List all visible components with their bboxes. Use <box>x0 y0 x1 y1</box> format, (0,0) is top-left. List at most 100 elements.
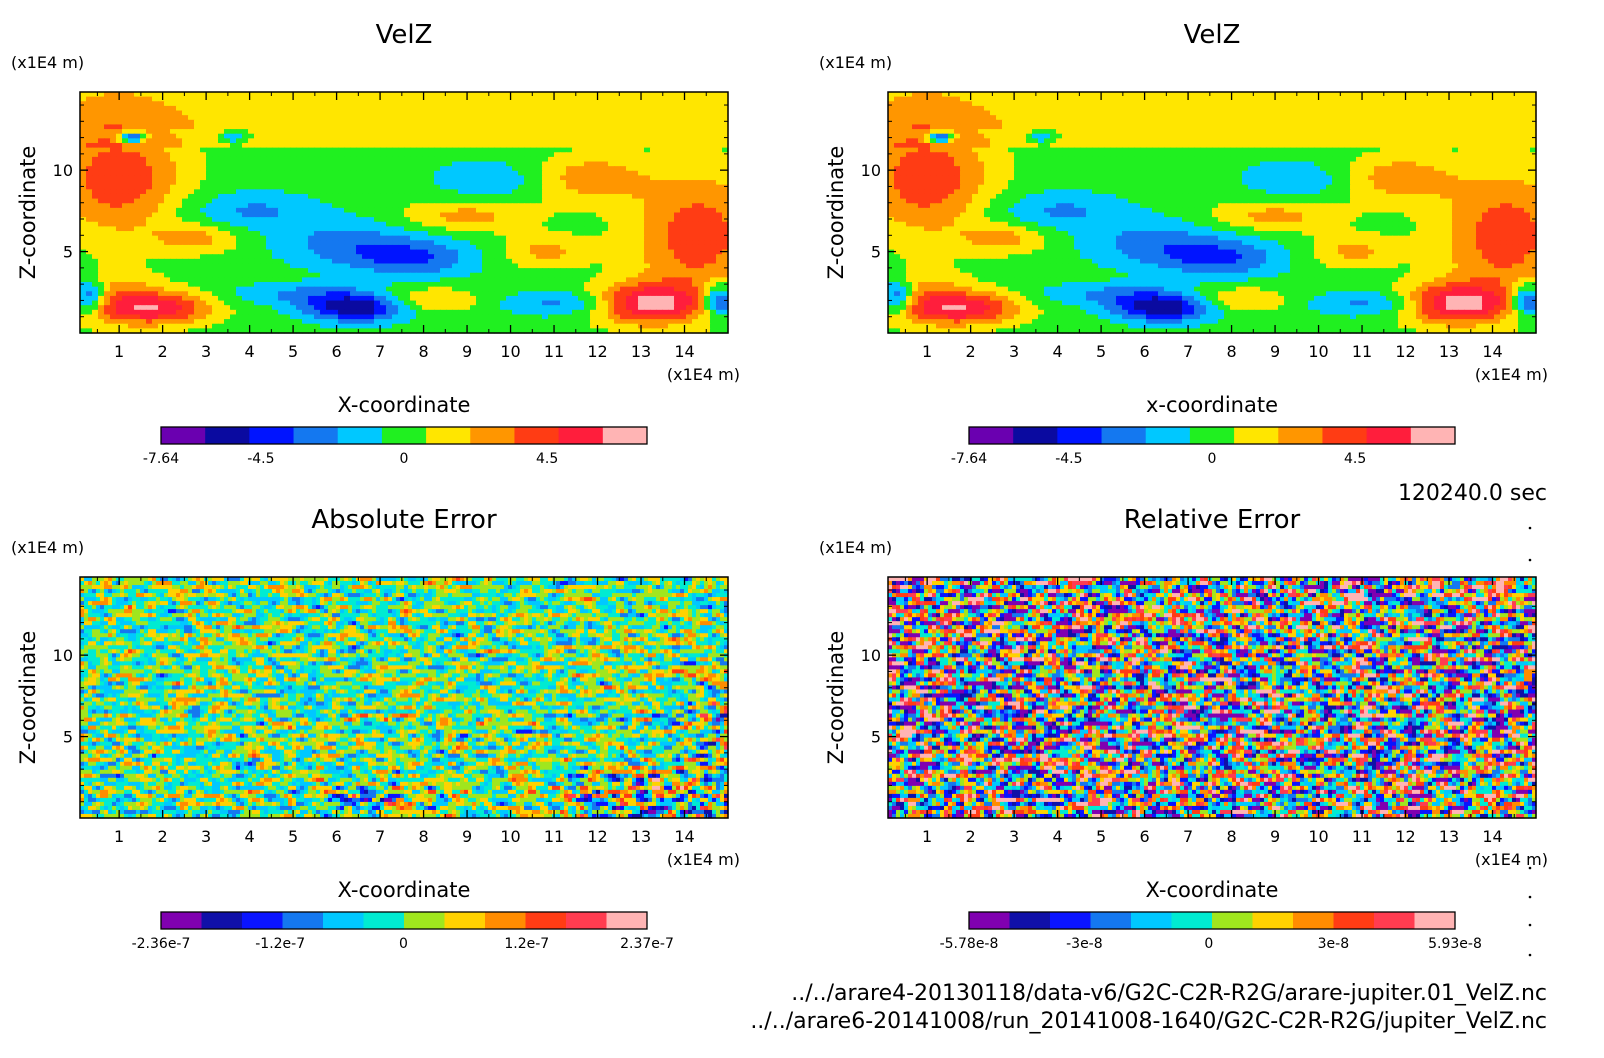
heatmap-cell <box>614 300 621 306</box>
heatmap-cell <box>698 156 705 163</box>
heatmap-cell <box>380 300 387 306</box>
heatmap-cell <box>374 166 381 172</box>
heatmap-cell <box>272 189 279 195</box>
heatmap-cell <box>176 96 183 102</box>
heatmap-cell <box>158 138 165 144</box>
heatmap-cell <box>374 272 381 278</box>
heatmap-cell <box>632 175 639 181</box>
heatmap-cell <box>656 152 663 158</box>
heatmap-cell <box>260 166 267 172</box>
heatmap-cell <box>692 170 699 177</box>
heatmap-cell <box>314 101 321 107</box>
heatmap-cell <box>326 133 333 139</box>
heatmap-cell <box>656 221 663 227</box>
heatmap-cell <box>554 258 561 265</box>
heatmap-cell <box>578 189 585 195</box>
heatmap-cell <box>212 203 219 209</box>
heatmap-cell <box>524 212 531 218</box>
heatmap-cell <box>110 119 117 126</box>
heatmap-cell <box>158 295 165 302</box>
heatmap-cell <box>116 180 123 186</box>
heatmap-cell <box>452 207 459 214</box>
heatmap-cell <box>650 203 657 209</box>
heatmap-cell <box>470 115 477 121</box>
heatmap-cell <box>134 124 141 130</box>
heatmap-cell <box>392 193 399 200</box>
heatmap-cell <box>260 295 267 302</box>
heatmap-cell <box>326 240 333 246</box>
heatmap-cell <box>362 147 369 153</box>
heatmap-cell <box>428 156 435 163</box>
heatmap-cell <box>626 138 633 144</box>
heatmap-cell <box>704 180 711 186</box>
heatmap-cell <box>716 286 723 292</box>
heatmap-cell <box>686 277 693 283</box>
heatmap-cell <box>158 272 165 278</box>
heatmap-cell <box>338 212 345 218</box>
heatmap-cell <box>452 254 459 260</box>
heatmap-cell <box>152 115 159 121</box>
heatmap-cell <box>326 286 333 292</box>
heatmap-cell <box>578 207 585 214</box>
heatmap-cell <box>542 110 549 116</box>
heatmap-cell <box>338 235 345 241</box>
heatmap-cell <box>410 240 417 246</box>
heatmap-cell <box>212 124 219 130</box>
heatmap-cell <box>104 198 111 204</box>
heatmap-cell <box>518 133 525 139</box>
heatmap-cell <box>626 189 633 195</box>
heatmap-cell <box>356 258 363 265</box>
heatmap-cell <box>278 180 285 186</box>
heatmap-cell <box>320 96 327 102</box>
heatmap-cell <box>332 240 339 246</box>
heatmap-cell <box>494 226 501 232</box>
heatmap-cell <box>584 101 591 107</box>
heatmap-cell <box>698 244 705 251</box>
heatmap-cell <box>710 152 717 158</box>
heatmap-cell <box>590 170 597 177</box>
heatmap-cell <box>548 92 555 98</box>
heatmap-cell <box>224 129 231 135</box>
heatmap-cell <box>506 231 513 237</box>
heatmap-cell <box>500 221 507 227</box>
heatmap-cell <box>140 180 147 186</box>
heatmap-cell <box>434 240 441 246</box>
heatmap-cell <box>668 129 675 135</box>
heatmap-cell <box>416 249 423 255</box>
heatmap-cell <box>266 268 273 274</box>
heatmap-cell <box>98 101 105 107</box>
heatmap-cell <box>458 133 465 139</box>
heatmap-cell <box>692 110 699 116</box>
heatmap-cell <box>170 170 177 177</box>
heatmap-cell <box>722 231 729 237</box>
heatmap-cell <box>104 166 111 172</box>
heatmap-cell <box>524 175 531 181</box>
heatmap-cell <box>152 235 159 241</box>
heatmap-cell <box>440 300 447 306</box>
heatmap-cell <box>314 110 321 116</box>
heatmap-cell <box>128 300 135 306</box>
heatmap-cell <box>626 175 633 181</box>
heatmap-cell <box>206 115 213 121</box>
heatmap-cell <box>602 156 609 163</box>
heatmap-cell <box>530 291 537 297</box>
heatmap-cell <box>488 92 495 98</box>
heatmap-cell <box>656 101 663 107</box>
heatmap-cell <box>188 282 195 288</box>
heatmap-cell <box>428 96 435 102</box>
heatmap-cell <box>314 193 321 200</box>
heatmap-cell <box>272 226 279 232</box>
heatmap-cell <box>332 110 339 116</box>
heatmap-cell <box>512 152 519 158</box>
heatmap-cell <box>464 212 471 218</box>
heatmap-cell <box>326 249 333 255</box>
heatmap-cell <box>104 193 111 200</box>
heatmap-cell <box>134 212 141 218</box>
heatmap-cell <box>722 198 729 204</box>
heatmap-cell <box>452 212 459 218</box>
heatmap-cell <box>548 235 555 241</box>
heatmap-cell <box>368 101 375 107</box>
heatmap-cell <box>344 156 351 163</box>
heatmap-cell <box>236 300 243 306</box>
heatmap-cell <box>128 180 135 186</box>
